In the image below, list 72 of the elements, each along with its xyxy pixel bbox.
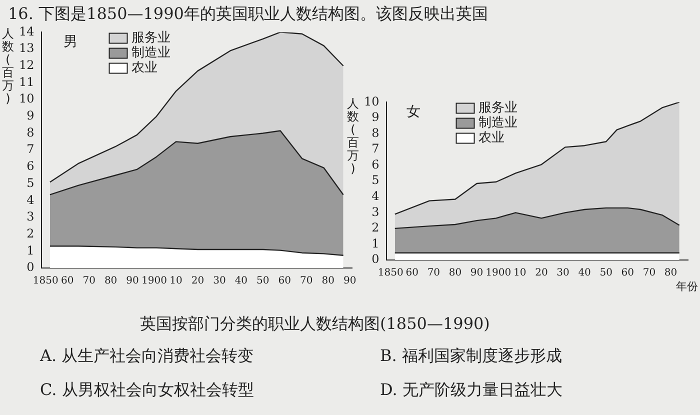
text: D. 无产阶级力量日益壮大 [380,380,562,401]
chart-title: 女 [406,104,420,120]
x-tick-label: 10 [514,268,526,279]
y-tick-label: 4 [26,192,35,207]
y-tick-label: 8 [372,126,380,140]
x-tick-label: 70 [642,268,656,279]
x-tick-label: 80 [322,276,334,287]
x-tick-label: 70 [427,268,440,279]
y-tick-label: 1 [26,243,34,258]
legend-label: 服务业 [131,30,170,46]
text: C. 从男权社会向女权社会转型 [40,380,254,401]
y-tick-label: 0 [372,252,380,266]
y-tick-label: 10 [364,94,380,108]
x-tick-label: 90 [470,268,484,279]
text: 16. 下图是1850—1990年的英国职业人数结构图。该图反映出英国 [8,4,488,25]
text: 英国按部门分类的职业人数结构图(1850—1990) [140,314,490,335]
text: A. 从生产社会向消费社会转变 [40,346,254,367]
y-tick-label: 10 [18,92,34,106]
y-tick-label: 3 [372,204,380,219]
x-tick-label: 1900 [142,276,167,287]
text: B. 福利国家制度逐步形成 [380,346,562,367]
y-axis-title: 人数(百万) [347,96,359,176]
x-tick-label: 80 [664,268,678,279]
x-tick-label: 20 [535,268,548,279]
x-tick-label: 80 [448,268,462,279]
y-tick-label: 7 [26,142,34,156]
legend-label: 农业 [478,130,504,146]
x-tick-label: 50 [600,268,612,279]
y-tick-label: 4 [372,189,380,204]
y-tick-label: 6 [26,159,34,174]
x-tick-label: 90 [343,276,356,287]
x-tick-label: 10 [170,276,182,287]
x-tick-label: 1900 [486,268,512,279]
y-tick-label: 1 [372,236,380,250]
legend-label: 服务业 [478,100,518,116]
x-tick-label: 70 [82,276,96,287]
x-tick-label: 60 [278,276,292,287]
y-tick-label: 8 [26,125,34,140]
x-tick-label: 50 [256,276,270,287]
y-tick-label: 12 [18,58,34,72]
legend-label: 农业 [131,60,158,76]
y-axis-title: 人数(百万) [2,26,14,106]
legend-label: 制造业 [478,116,518,131]
y-tick-label: 2 [26,226,34,240]
x-tick-label: 20 [191,276,204,287]
x-tick-label: 90 [126,276,139,287]
x-tick-label: 80 [104,276,118,287]
x-tick-label: 70 [300,276,313,287]
y-tick-label: 2 [372,220,380,235]
y-tick-label: 7 [372,142,380,156]
x-tick-label: 1850 [32,276,58,287]
y-tick-label: 11 [18,74,34,89]
x-tick-label: 40 [234,276,248,287]
x-tick-label: 1850 [378,268,404,279]
chart-title: 男 [63,34,78,50]
y-tick-label: 9 [372,110,380,124]
y-tick-label: 0 [26,260,34,274]
x-tick-label: 60 [406,268,418,279]
y-tick-label: 13 [18,41,34,56]
y-tick-label: 14 [18,24,35,38]
y-tick-label: 9 [26,108,34,123]
y-tick-label: 5 [26,176,34,190]
y-tick-label: 3 [26,210,34,224]
x-tick-label: 30 [213,276,226,287]
x-tick-label: 40 [578,268,591,279]
x-tick-label: 30 [556,268,570,279]
x-tick-label: 60 [60,276,74,287]
legend-label: 制造业 [131,46,170,61]
y-tick-label: 5 [372,173,380,188]
x-axis-title: 年份 [676,280,698,293]
y-tick-label: 6 [372,157,380,172]
x-tick-label: 60 [621,268,634,279]
